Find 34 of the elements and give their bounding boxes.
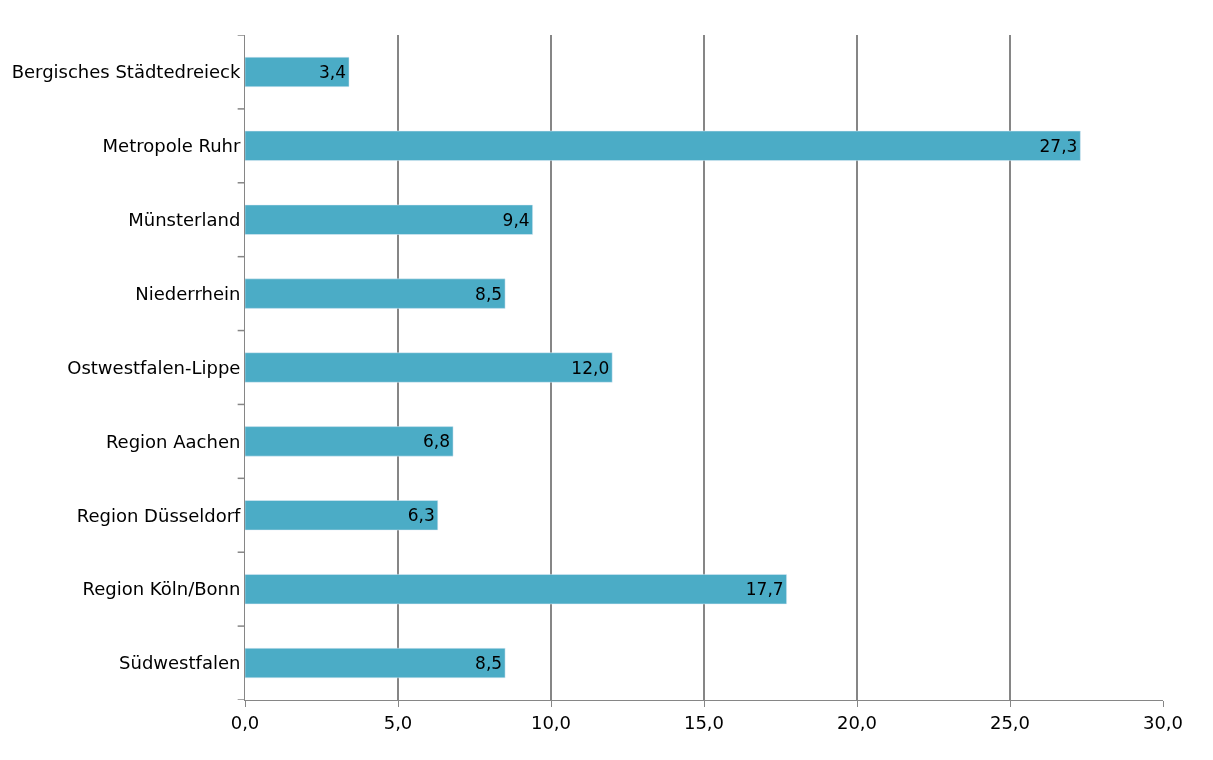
x-tick-label: 5,0 — [383, 711, 413, 733]
data-label: 12,0 — [571, 357, 610, 378]
data-label: 8,5 — [475, 653, 503, 674]
x-tick-label: 30,0 — [1142, 711, 1184, 733]
x-tick-label: 0,0 — [230, 711, 260, 733]
bar — [245, 426, 454, 457]
bar — [245, 500, 439, 531]
bar — [245, 648, 506, 679]
data-label: 3,4 — [318, 61, 347, 82]
y-tick-label: Metropole Ruhr — [102, 135, 241, 157]
bar — [245, 278, 506, 309]
x-tick-label: 25,0 — [989, 711, 1031, 733]
y-tick-label: Region Düsseldorf — [76, 504, 242, 526]
data-label: 6,3 — [407, 505, 435, 526]
data-label: 17,7 — [745, 579, 784, 600]
x-tick-label: 10,0 — [530, 711, 572, 733]
data-label: 27,3 — [1039, 135, 1078, 156]
x-tick-label: 15,0 — [683, 711, 725, 733]
bar — [245, 352, 613, 383]
bar — [245, 574, 787, 605]
y-tick-label: Ostwestfalen-Lippe — [67, 356, 241, 378]
bar — [245, 130, 1081, 161]
y-tick-label: Niederrhein — [135, 282, 241, 304]
y-tick-label: Münsterland — [128, 209, 241, 231]
y-tick-label: Region Aachen — [105, 430, 241, 452]
y-tick-label: Südwestfalen — [119, 652, 241, 674]
y-tick-label: Region Köln/Bonn — [82, 578, 241, 600]
bar — [245, 204, 533, 235]
data-label: 6,8 — [423, 431, 451, 452]
y-tick-label: Bergisches Städtedreieck — [11, 61, 241, 83]
bar — [245, 56, 350, 87]
data-label: 8,5 — [475, 283, 503, 304]
data-label: 9,4 — [502, 209, 530, 230]
x-tick-label: 20,0 — [836, 711, 878, 733]
